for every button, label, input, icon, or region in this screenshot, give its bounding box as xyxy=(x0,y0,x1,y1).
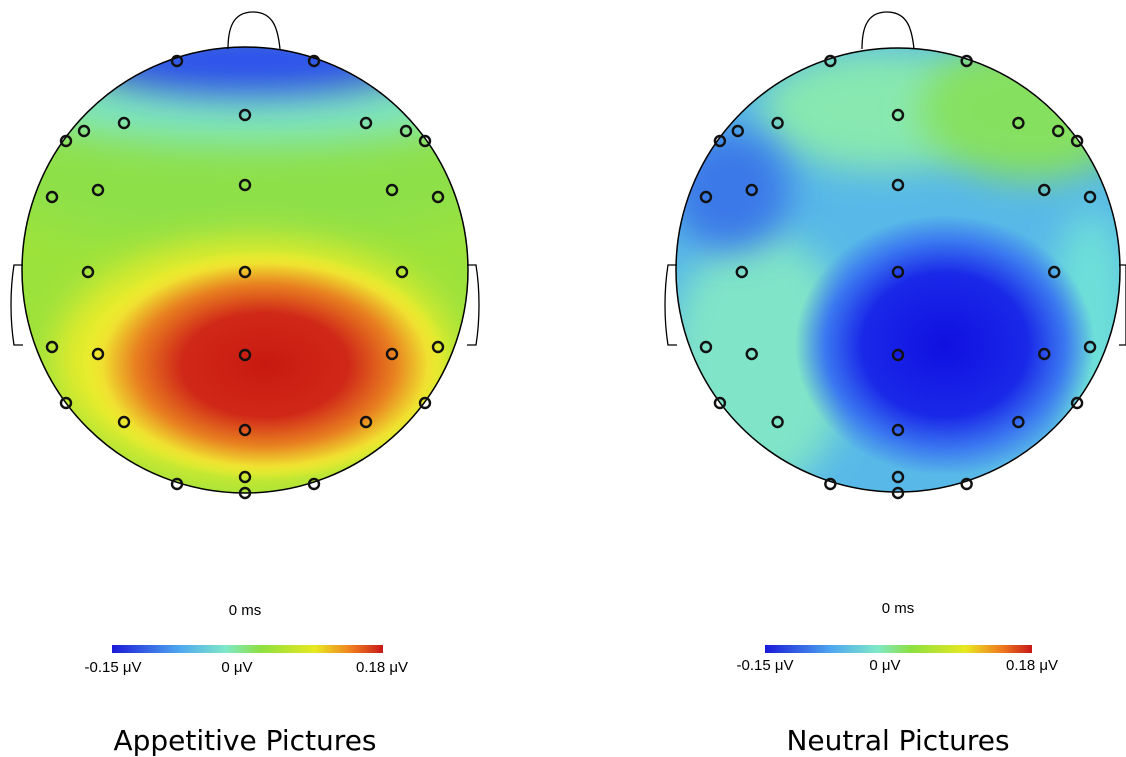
topo-map-neutral xyxy=(676,48,1120,492)
electrode xyxy=(1083,190,1097,204)
panel-title: Neutral Pictures xyxy=(786,724,1009,757)
electrode xyxy=(1048,265,1061,279)
electrode xyxy=(1012,116,1025,130)
electrode xyxy=(59,396,73,410)
electrode xyxy=(91,347,105,361)
electrode xyxy=(891,423,905,437)
electrode xyxy=(385,183,399,197)
electrode xyxy=(399,124,413,138)
scale-max: 0.18 μV xyxy=(356,659,408,676)
electrode xyxy=(418,134,432,148)
electrode xyxy=(1038,347,1051,361)
electrode xyxy=(891,108,905,122)
time-label: 0 ms xyxy=(229,602,262,619)
electrode xyxy=(1051,124,1065,138)
electrode xyxy=(238,486,252,500)
electrode xyxy=(238,178,252,192)
electrode xyxy=(170,54,184,68)
electrode xyxy=(824,54,837,68)
electrode xyxy=(238,348,252,362)
electrode xyxy=(891,348,905,362)
electrode xyxy=(238,265,252,279)
electrode xyxy=(238,470,252,484)
electrode xyxy=(960,477,973,491)
electrode xyxy=(418,396,432,410)
electrode xyxy=(960,54,973,68)
electrode xyxy=(359,415,373,429)
electrode xyxy=(238,108,252,122)
scale-mid: 0 μV xyxy=(869,657,900,674)
electrode xyxy=(238,423,252,437)
electrode xyxy=(1038,183,1051,197)
electrode xyxy=(745,183,758,197)
electrode xyxy=(385,347,399,361)
electrode xyxy=(431,190,445,204)
electrode xyxy=(891,486,905,500)
scale-mid: 0 μV xyxy=(221,659,252,676)
electrode xyxy=(117,415,131,429)
electrode xyxy=(735,265,748,279)
electrode xyxy=(891,470,905,484)
panel-title: Appetitive Pictures xyxy=(113,724,376,757)
electrode xyxy=(745,347,758,361)
electrode xyxy=(359,116,373,130)
colorbar xyxy=(112,645,383,653)
electrode xyxy=(1070,134,1084,148)
electrode xyxy=(1012,415,1025,429)
electrode xyxy=(91,183,105,197)
electrode xyxy=(824,477,837,491)
electrode xyxy=(771,116,784,130)
time-label: 0 ms xyxy=(882,600,915,617)
electrode xyxy=(713,396,727,410)
electrode xyxy=(891,265,905,279)
electrode xyxy=(891,178,905,192)
topo-map-appetitive xyxy=(22,47,468,493)
scale-min: -0.15 μV xyxy=(736,657,793,674)
electrode xyxy=(77,124,91,138)
electrode xyxy=(713,134,727,148)
electrode xyxy=(1070,396,1084,410)
electrode xyxy=(731,124,745,138)
electrode xyxy=(1083,340,1097,354)
electrode xyxy=(307,477,321,491)
scale-max: 0.18 μV xyxy=(1006,657,1058,674)
electrode xyxy=(59,134,73,148)
electrode xyxy=(699,190,713,204)
electrode xyxy=(45,190,59,204)
electrode xyxy=(699,340,713,354)
electrode xyxy=(771,415,784,429)
electrode xyxy=(117,116,131,130)
electrode xyxy=(431,340,445,354)
colorbar xyxy=(765,645,1032,653)
electrodes xyxy=(45,54,1097,500)
electrode xyxy=(45,340,59,354)
electrode xyxy=(395,265,409,279)
scale-min: -0.15 μV xyxy=(84,659,141,676)
electrode xyxy=(307,54,321,68)
electrode xyxy=(170,477,184,491)
electrode xyxy=(81,265,95,279)
